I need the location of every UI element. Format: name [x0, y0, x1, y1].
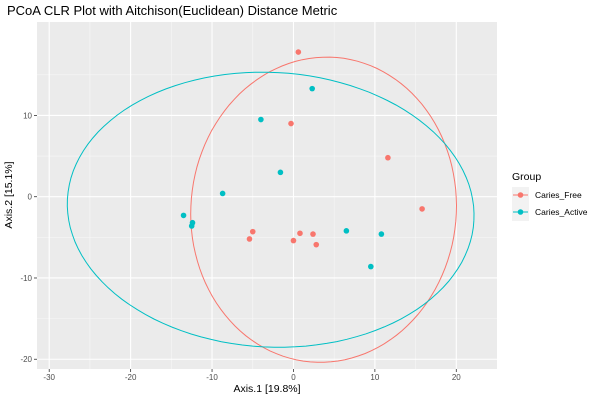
x-axis-ticks: -30 -20 -10 0 10 20 [43, 369, 461, 382]
x-tick-label: -10 [206, 373, 218, 382]
point-caries-free [249, 228, 256, 235]
x-tick-label: 0 [291, 373, 296, 382]
point-caries-free [246, 236, 253, 242]
point-caries-active [368, 263, 374, 270]
y-tick-label: 10 [23, 111, 32, 120]
y-tick-label: 0 [28, 193, 33, 202]
point-caries-active [188, 223, 195, 229]
point-caries-active [343, 228, 350, 234]
point-caries-active [309, 85, 315, 92]
legend-item-caries-active: Caries_Active [512, 204, 588, 221]
legend-key-point [517, 192, 524, 198]
plot-panel [37, 22, 497, 369]
confidence-ellipses [66, 56, 475, 363]
legend-label: Caries_Free [535, 190, 582, 200]
point-caries-free [288, 120, 294, 127]
ellipse-caries-active [66, 71, 475, 348]
point-caries-free [313, 241, 320, 248]
x-tick-label: -20 [125, 373, 137, 382]
point-caries-free [290, 237, 297, 244]
x-axis-title: Axis.1 [19.8%] [233, 383, 300, 395]
point-caries-free [310, 231, 316, 237]
point-caries-active [277, 169, 284, 176]
point-caries-free [297, 230, 303, 237]
point-caries-active [258, 116, 264, 123]
x-tick-label: 20 [452, 373, 461, 382]
point-caries-free [419, 206, 425, 212]
y-tick-label: -10 [20, 274, 32, 283]
grid-major [37, 22, 497, 369]
legend-item-caries-free: Caries_Free [512, 187, 582, 204]
legend-label: Caries_Active [535, 207, 588, 217]
point-caries-free [385, 154, 391, 161]
x-tick-label: -30 [43, 373, 55, 382]
ellipse-caries-free [190, 56, 458, 363]
y-tick-label: -20 [20, 355, 32, 364]
legend-title: Group [512, 171, 541, 183]
y-axis-ticks: -20 -10 0 10 [20, 111, 37, 364]
point-caries-active [378, 231, 385, 237]
point-caries-active [180, 212, 187, 219]
point-caries-active [219, 190, 226, 197]
y-axis-title: Axis.2 [15.1%] [3, 161, 15, 228]
grid-minor [37, 22, 497, 369]
point-caries-free [295, 49, 302, 55]
data-points [180, 49, 425, 270]
legend: Group Caries_Free Caries_Active [512, 171, 588, 221]
chart-title: PCoA CLR Plot with Aitchison(Euclidean) … [7, 3, 338, 18]
x-tick-label: 10 [370, 373, 379, 382]
legend-key-point [517, 209, 524, 215]
